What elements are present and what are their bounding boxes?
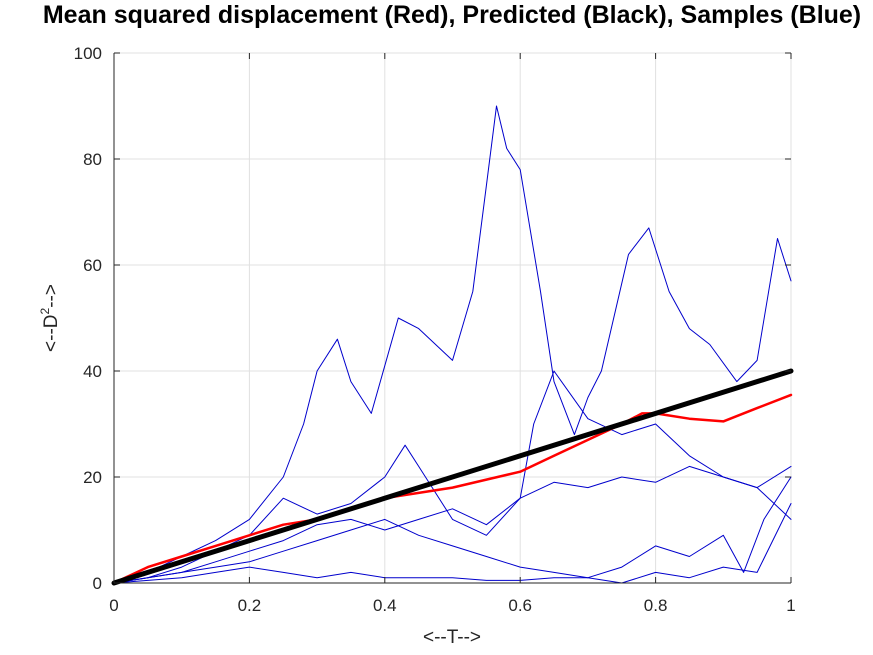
samples-series-line-0 — [113, 105, 792, 584]
x-tick-label: 0.8 — [644, 596, 668, 615]
predicted-series-line-6 — [111, 368, 794, 586]
y-tick-label: 100 — [74, 44, 102, 63]
y-axis-label: <--D2--> — [38, 284, 62, 352]
x-axis-label: <--T--> — [423, 627, 481, 648]
x-tick-label: 0.6 — [508, 596, 532, 615]
y-tick-label: 20 — [83, 468, 102, 487]
samples-series-line-4 — [113, 476, 792, 584]
x-tick-label: 0 — [109, 596, 118, 615]
samples-series-line-3 — [113, 503, 792, 584]
y-tick-label: 80 — [83, 150, 102, 169]
y-tick-label: 60 — [83, 256, 102, 275]
x-tick-label: 1 — [786, 596, 795, 615]
y-tick-label: 0 — [93, 574, 102, 593]
y-axis-label-superscript: 2 — [38, 307, 52, 314]
tick-labels: 0 0.2 0.4 0.6 0.8 1 0 20 40 60 80 100 — [74, 44, 796, 615]
series-layer — [111, 105, 794, 586]
mean-series-line-5 — [112, 393, 793, 585]
x-tick-label: 0.2 — [238, 596, 262, 615]
grid-lines — [113, 52, 792, 584]
samples-series-line-1 — [113, 370, 792, 584]
y-axis-label-tail: --> — [41, 284, 62, 308]
y-axis-label-base: <--D — [41, 314, 62, 351]
y-tick-label: 40 — [83, 362, 102, 381]
axes — [113, 52, 792, 584]
chart-title: Mean squared displacement (Red), Predict… — [43, 1, 861, 29]
samples-series-line-2 — [113, 465, 792, 584]
x-tick-label: 0.4 — [373, 596, 397, 615]
